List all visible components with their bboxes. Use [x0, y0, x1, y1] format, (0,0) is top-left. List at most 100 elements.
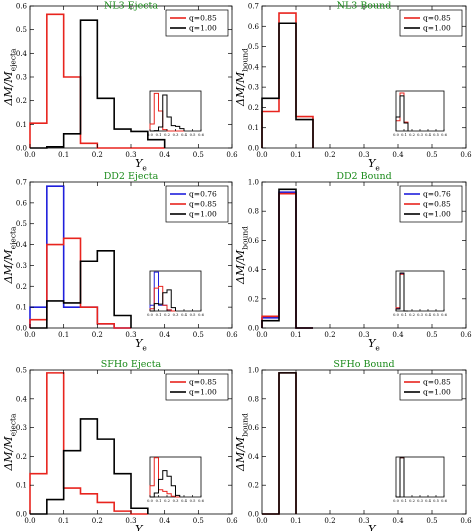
inset-x-tick-label: 0.6	[198, 313, 204, 317]
x-tick-label: 0.4	[392, 331, 404, 339]
x-tick-label: 0.2	[324, 331, 335, 339]
y-axis-label-2: ΔM/Mejecta	[2, 226, 17, 285]
inset-frame	[149, 90, 202, 132]
y-tick-label: 1.0	[248, 367, 259, 375]
x-tick-label: 0.5	[193, 331, 204, 339]
inset-x-tick-label: 0.6	[441, 133, 447, 137]
legend-box	[165, 373, 229, 401]
x-tick-label: 0.1	[290, 517, 301, 525]
y-tick-label: 0.5	[16, 26, 27, 34]
inset-x-tick-label: 0.3	[173, 313, 179, 317]
y-tick-label: 0.0	[16, 511, 27, 519]
y-tick-label: 0.5	[248, 43, 259, 51]
inset-series-q=1.00	[396, 457, 405, 498]
inset-series-q=0.85	[149, 457, 180, 498]
y-tick-label: 0.4	[248, 453, 260, 461]
y-tick-label: 0.2	[248, 295, 259, 303]
inset-x-tick-label: 0.3	[173, 133, 179, 137]
x-tick-label: 0.4	[159, 331, 171, 339]
inset-x-tick-label: 0.4	[425, 313, 431, 317]
y-tick-label: 0.0	[248, 145, 259, 153]
inset-x-tick-label: 0.0	[147, 499, 153, 503]
y-tick-label: 0.2	[16, 453, 27, 461]
y-tick-label: 0.4	[248, 266, 260, 274]
x-tick-label: 0.4	[392, 517, 404, 525]
inset-series-q=1.00	[395, 272, 408, 312]
x-tick-label: 0.1	[58, 517, 69, 525]
legend-entry: q=1.00	[423, 24, 451, 33]
inset-x-tick-label: 0.4	[181, 313, 187, 317]
x-tick-label: 0.2	[92, 331, 103, 339]
series-q=0.85-panel-1	[261, 12, 314, 148]
x-tick-label: 0.3	[125, 151, 136, 159]
x-tick-label: 0.5	[426, 331, 437, 339]
inset-x-tick-label: 0.1	[156, 133, 162, 137]
y-tick-label: 0.3	[248, 84, 259, 92]
y-axis-label-4: ΔM/Mejecta	[2, 413, 17, 472]
x-tick-label: 0.6	[226, 517, 238, 525]
panel-title-0: NL3 Ejecta	[104, 1, 158, 12]
x-tick-label: 0.3	[358, 517, 369, 525]
panel-2: 0.0 0.1 0.2 0.3 0.4 0.5 0.60.00.10.20.30.40.50…	[2, 171, 238, 352]
legend-entry: q=1.00	[423, 388, 451, 397]
x-tick-label: 0.4	[159, 151, 171, 159]
panel-title-2: DD2 Ejecta	[104, 171, 159, 182]
x-tick-label: 0.0	[24, 517, 35, 525]
inset-x-tick-label: 0.5	[190, 499, 196, 503]
inset-frame	[149, 270, 202, 312]
inset-x-tick-label: 0.1	[401, 499, 407, 503]
x-tick-label: 0.2	[324, 151, 335, 159]
x-tick-label: 0.0	[256, 151, 267, 159]
y-tick-label: 0.7	[16, 179, 27, 187]
inset-x-tick-label: 0.2	[164, 313, 170, 317]
y-tick-label: 0.6	[248, 424, 260, 432]
inset-x-tick-label: 0.5	[433, 133, 439, 137]
legend-entry: q=0.85	[189, 200, 217, 209]
inset-x-tick-label: 0.5	[433, 499, 439, 503]
y-tick-label: 0.2	[248, 104, 259, 112]
inset-x-tick-label: 0.2	[164, 133, 170, 137]
inset-series-q=1.00	[150, 289, 176, 312]
y-tick-label: 0.2	[16, 97, 27, 105]
legend-3: q=0.76q=0.85q=1.00	[399, 185, 463, 223]
legend-entry: q=1.00	[189, 388, 217, 397]
series-q=1.00-panel-5	[262, 372, 297, 515]
y-tick-label: 0.4	[16, 50, 28, 58]
inset-1: 0.0 0.1 0.2 0.3 0.4 0.5 0.6	[393, 90, 448, 137]
x-tick-label: 0.4	[392, 151, 404, 159]
x-axis-label-2: Ye	[135, 337, 147, 352]
y-tick-label: 0.0	[16, 325, 27, 333]
series-q=0.76-panel-3	[261, 191, 313, 329]
x-tick-label: 0.0	[24, 331, 35, 339]
y-tick-label: 0.4	[16, 395, 28, 403]
legend-box	[399, 9, 463, 37]
legend-entry: q=0.85	[423, 14, 451, 23]
inset-x-tick-label: 0.3	[417, 133, 423, 137]
y-tick-label: 1.0	[248, 179, 259, 187]
y-axis-label-1: ΔM/Mbound	[234, 48, 249, 107]
x-tick-label: 0.1	[290, 151, 301, 159]
x-tick-label: 0.5	[426, 517, 437, 525]
inset-x-tick-label: 0.5	[433, 313, 439, 317]
y-tick-label: 0.0	[248, 511, 259, 519]
y-tick-label: 0.6	[248, 237, 260, 245]
inset-2: 0.0 0.1 0.2 0.3 0.4 0.5 0.6	[147, 270, 205, 317]
inset-x-tick-label: 0.6	[441, 313, 447, 317]
inset-x-tick-label: 0.2	[409, 313, 415, 317]
inset-x-tick-label: 0.6	[198, 133, 204, 137]
y-tick-label: 0.4	[16, 241, 28, 249]
inset-x-tick-label: 0.0	[393, 313, 399, 317]
y-axis-label-3: ΔM/Mbound	[234, 226, 249, 285]
x-tick-label: 0.6	[460, 517, 472, 525]
x-tick-label: 0.6	[226, 331, 238, 339]
inset-x-tick-label: 0.2	[409, 499, 415, 503]
legend-entry: q=0.76	[423, 190, 451, 199]
inset-x-tick-label: 0.1	[401, 133, 407, 137]
legend-5: q=0.85q=1.00	[399, 373, 463, 401]
legend-entry: q=0.85	[189, 14, 217, 23]
inset-x-tick-label: 0.0	[393, 499, 399, 503]
inset-x-tick-label: 0.4	[181, 133, 187, 137]
y-tick-label: 0.5	[16, 367, 27, 375]
panel-1: 0.0 0.1 0.2 0.3 0.4 0.5 0.60.00.10.20.30.40.50…	[234, 1, 472, 173]
